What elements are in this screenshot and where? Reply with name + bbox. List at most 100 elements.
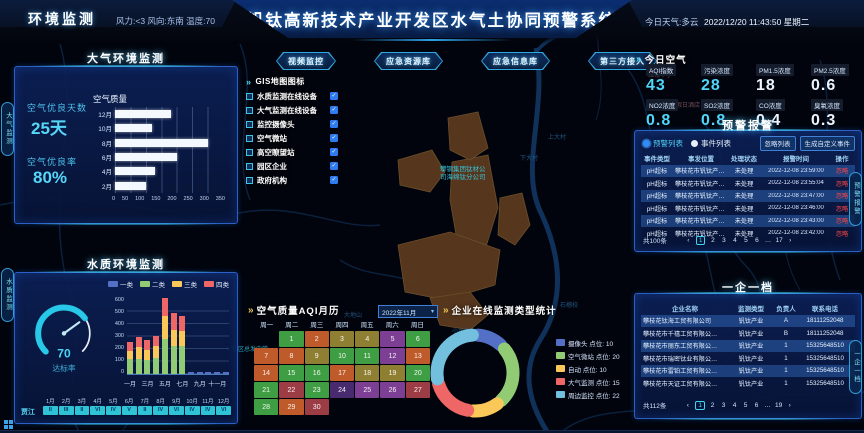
calendar-day-cell[interactable]: 16	[304, 365, 329, 381]
calendar-day-cell[interactable]: 11	[355, 348, 380, 364]
calendar-day-cell[interactable]: 6	[405, 331, 430, 347]
river-grade-cell[interactable]: V	[121, 406, 137, 415]
pagination-page[interactable]: 19	[775, 401, 783, 409]
warning-tab[interactable]: 预警列表	[643, 138, 683, 149]
calendar-day-cell[interactable]: 10	[329, 348, 355, 364]
pagination-page[interactable]: 4	[733, 236, 737, 244]
calendar-day-cell[interactable]: 9	[304, 348, 329, 364]
side-tab-warning[interactable]: 预警报警	[849, 172, 862, 226]
side-tab-air-monitoring[interactable]: 大气监测	[1, 102, 14, 156]
calendar-day-cell[interactable]: 18	[355, 365, 380, 381]
warning-action-button[interactable]: 生成自定义事件	[799, 135, 855, 151]
calendar-day-cell[interactable]: 19	[380, 365, 405, 381]
pagination-page[interactable]: 6	[754, 401, 759, 409]
table-row[interactable]: pH超标 攀枝花市钒钛产… 未处理 2022-12-08 23:46:00 忽略	[641, 202, 855, 215]
toolbar-button[interactable]: 应急资源库	[374, 52, 443, 70]
calendar-day-cell[interactable]: 26	[380, 382, 405, 398]
calendar-day-cell[interactable]: 20	[405, 365, 430, 381]
table-cell[interactable]: 忽略	[835, 205, 849, 213]
table-row[interactable]: 攀枝花市雷铂工贸有限公… 钒钛产业 1 15325648510	[641, 364, 855, 377]
table-row[interactable]: 攀枝花市瑞密钛业有限公… 钒钛产业 1 15325648510	[641, 352, 855, 365]
toolbar-button[interactable]: 应急信息库	[481, 52, 550, 70]
river-grade-cell[interactable]: VI	[216, 406, 231, 415]
layer-checkbox[interactable]: ✓	[330, 134, 338, 142]
river-grade-cell[interactable]: II	[74, 406, 90, 415]
river-grade-cell[interactable]: II	[137, 406, 153, 415]
layer-checkbox[interactable]: ✓	[330, 120, 338, 128]
calendar-day-cell[interactable]: 1	[279, 331, 304, 347]
calendar-day-cell[interactable]: 8	[279, 348, 304, 364]
calendar-day-cell[interactable]: 24	[329, 382, 355, 398]
pagination-prev[interactable]: ‹	[686, 401, 689, 409]
layer-checkbox[interactable]: ✓	[330, 176, 338, 184]
calendar-day-cell[interactable]: 7	[254, 348, 279, 364]
side-tab-enterprise[interactable]: 一企一档	[849, 340, 862, 394]
windows-taskbar-icon[interactable]	[4, 420, 13, 429]
table-row[interactable]: 攀枝花市丽东工贸有限公… 钒钛产业 1 15325648510	[641, 339, 855, 352]
calendar-day-cell[interactable]: 14	[254, 365, 279, 381]
calendar-day-cell[interactable]: 13	[405, 348, 430, 364]
table-cell[interactable]: 忽略	[835, 168, 849, 176]
table-row[interactable]: 攀枝花钛海工贸有限公司 钒钛产业 A 18111252048	[641, 314, 855, 327]
river-grade-cell[interactable]: IV	[200, 406, 216, 415]
pagination-page[interactable]: 1	[695, 235, 706, 245]
calendar-day-cell[interactable]: 22	[279, 382, 304, 398]
river-grade-cell[interactable]: III	[58, 406, 74, 415]
toolbar-button[interactable]: 第三方接入	[588, 52, 657, 70]
pagination-prev[interactable]: ‹	[687, 236, 690, 244]
table-cell[interactable]: 忽略	[835, 218, 849, 226]
table-row[interactable]: pH超标 攀枝花市钒钛产… 未处理 2022-12-08 23:55:04 忽略	[641, 177, 855, 190]
pagination-page[interactable]: 3	[721, 401, 726, 409]
calendar-day-cell[interactable]: 15	[279, 365, 304, 381]
river-grade-cell[interactable]: II	[43, 406, 58, 415]
table-cell[interactable]: 忽略	[835, 230, 849, 238]
layer-item[interactable]: 监控摄像头 ✓	[246, 117, 338, 131]
river-grade-cell[interactable]: IV	[106, 406, 121, 415]
pagination-page[interactable]: 3	[722, 236, 726, 244]
table-cell[interactable]: 忽略	[835, 193, 849, 201]
layer-item[interactable]: 园区企业 ✓	[246, 159, 338, 173]
pagination-page[interactable]: 1	[695, 400, 705, 410]
layer-item[interactable]: 政府机构 ✓	[246, 173, 338, 187]
pagination-page[interactable]: 6	[755, 236, 759, 244]
side-tab-water-monitoring[interactable]: 水质监测	[1, 268, 14, 322]
river-grade-cell[interactable]: VI	[90, 406, 105, 415]
donut-segment[interactable]	[471, 328, 508, 352]
calendar-day-cell[interactable]: 30	[304, 399, 329, 415]
pagination-page[interactable]: …	[764, 236, 772, 244]
donut-segment[interactable]	[466, 397, 504, 418]
layer-item[interactable]: 大气监测在线设备 ✓	[246, 103, 338, 117]
calendar-day-cell[interactable]: 21	[254, 382, 279, 398]
layer-checkbox[interactable]: ✓	[330, 162, 338, 170]
river-grade-cell[interactable]: VI	[169, 406, 184, 415]
river-grade-cell[interactable]: IV	[184, 406, 200, 415]
pagination-page[interactable]: 17	[775, 236, 783, 244]
calendar-day-cell[interactable]: 28	[254, 399, 279, 415]
donut-segment[interactable]	[494, 342, 520, 407]
table-row[interactable]: pH超标 攀枝花市钒钛产… 未处理 2022-12-08 23:43:00 忽略	[641, 214, 855, 227]
calendar-day-cell[interactable]: 12	[380, 348, 405, 364]
pagination-page[interactable]: 4	[732, 401, 737, 409]
table-row[interactable]: pH超标 攀枝花市钒钛产… 未处理 2022-12-08 23:42:00 忽略	[641, 227, 855, 240]
pagination-page[interactable]: 2	[711, 236, 715, 244]
calendar-day-cell[interactable]: 5	[380, 331, 405, 347]
donut-segment[interactable]	[430, 328, 479, 386]
layer-checkbox[interactable]: ✓	[330, 106, 338, 114]
calendar-day-cell[interactable]: 3	[329, 331, 355, 347]
layer-checkbox[interactable]: ✓	[330, 148, 338, 156]
warning-tab[interactable]: 事件列表	[691, 138, 731, 149]
pagination-next[interactable]: ›	[788, 401, 791, 409]
pagination-page[interactable]: 2	[710, 401, 715, 409]
pagination-page[interactable]: 5	[743, 401, 748, 409]
table-row[interactable]: pH超标 攀枝花市钒钛产… 未处理 2022-12-08 23:59:00 忽略	[641, 164, 855, 177]
table-row[interactable]: 攀枝花市千禧工贸有限公… 钒钛产业 B 18111252048	[641, 327, 855, 340]
calendar-day-cell[interactable]: 27	[405, 382, 430, 398]
calendar-day-cell[interactable]: 25	[355, 382, 380, 398]
layer-item[interactable]: 空气微站 ✓	[246, 131, 338, 145]
layer-item[interactable]: 水质监测在线设备 ✓	[246, 89, 338, 103]
donut-segment[interactable]	[432, 377, 475, 417]
layer-checkbox[interactable]: ✓	[330, 92, 338, 100]
table-row[interactable]: pH超标 攀枝花市钒钛产… 未处理 2022-12-08 23:47:00 忽略	[641, 189, 855, 202]
pagination-page[interactable]: 5	[744, 236, 748, 244]
calendar-day-cell[interactable]: 23	[304, 382, 329, 398]
